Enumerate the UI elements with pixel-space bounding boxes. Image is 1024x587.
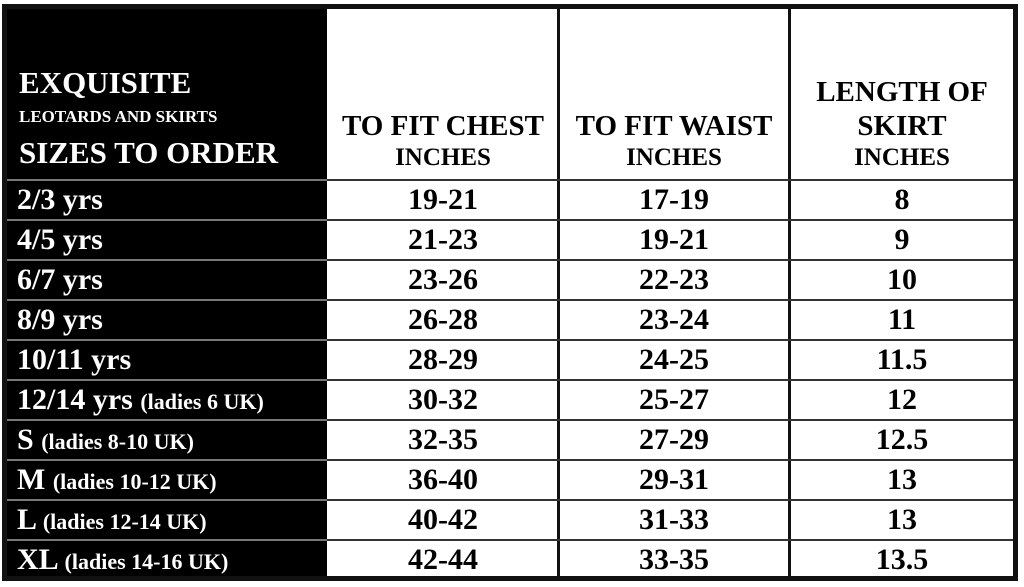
chest-cell: 23-26 bbox=[408, 263, 478, 296]
size-column-header: EXQUISITE LEOTARDS AND SKIRTS SIZES TO O… bbox=[7, 9, 327, 179]
table-row: S (ladies 8-10 UK) 32-35 27-29 12.5 bbox=[7, 419, 1013, 459]
column-unit: INCHES bbox=[395, 144, 491, 171]
row-divider bbox=[7, 299, 327, 301]
size-label: XL bbox=[17, 543, 58, 576]
chest-cell: 21-23 bbox=[408, 223, 478, 256]
waist-cell: 22-23 bbox=[639, 263, 709, 296]
length-cell: 13 bbox=[887, 503, 917, 536]
length-cell: 11 bbox=[887, 303, 917, 336]
table-row: 4/5 yrs 21-23 19-21 9 bbox=[7, 219, 1013, 259]
size-cell: L (ladies 12-14 UK) bbox=[7, 501, 327, 539]
size-label: 8/9 yrs bbox=[17, 303, 103, 336]
length-cell: 11.5 bbox=[876, 343, 928, 376]
column-divider bbox=[788, 9, 791, 576]
table-row: M (ladies 10-12 UK) 36-40 29-31 13 bbox=[7, 459, 1013, 499]
size-note: (ladies 10-12 UK) bbox=[52, 469, 217, 494]
chest-cell: 30-32 bbox=[408, 383, 478, 416]
chest-cell: 42-44 bbox=[408, 543, 478, 576]
waist-cell: 24-25 bbox=[639, 343, 709, 376]
column-unit: INCHES bbox=[854, 144, 950, 171]
size-cell: 2/3 yrs bbox=[7, 181, 327, 219]
size-cell: S (ladies 8-10 UK) bbox=[7, 421, 327, 459]
row-divider bbox=[7, 259, 327, 261]
size-note: (ladies 6 UK) bbox=[140, 389, 264, 414]
waist-cell: 27-29 bbox=[639, 423, 709, 456]
column-title: LENGTH OF SKIRT bbox=[816, 76, 988, 142]
column-title: TO FIT WAIST bbox=[575, 110, 773, 142]
size-label: L bbox=[17, 503, 36, 536]
length-cell: 13 bbox=[887, 463, 917, 496]
size-label: 12/14 yrs bbox=[17, 383, 133, 416]
size-note: (ladies 14-16 UK) bbox=[64, 549, 229, 574]
table-row: 8/9 yrs 26-28 23-24 11 bbox=[7, 299, 1013, 339]
column-title: TO FIT CHEST bbox=[341, 110, 544, 142]
size-cell: 6/7 yrs bbox=[7, 261, 327, 299]
waist-cell: 23-24 bbox=[639, 303, 709, 336]
waist-cell: 31-33 bbox=[639, 503, 709, 536]
length-cell: 13.5 bbox=[875, 543, 929, 576]
table-row: 10/11 yrs 28-29 24-25 11.5 bbox=[7, 339, 1013, 379]
waist-cell: 17-19 bbox=[639, 183, 709, 216]
length-cell: 8 bbox=[894, 183, 910, 216]
chest-cell: 26-28 bbox=[408, 303, 478, 336]
waist-cell: 25-27 bbox=[639, 383, 709, 416]
column-unit: INCHES bbox=[626, 144, 722, 171]
chest-cell: 36-40 bbox=[408, 463, 478, 496]
row-divider bbox=[7, 339, 327, 341]
table-row: L (ladies 12-14 UK) 40-42 31-33 13 bbox=[7, 499, 1013, 539]
chest-cell: 40-42 bbox=[408, 503, 478, 536]
table-row: XL (ladies 14-16 UK) 42-44 33-35 13.5 bbox=[7, 539, 1013, 579]
size-label: S bbox=[17, 423, 34, 456]
row-divider bbox=[7, 179, 327, 181]
size-label: 6/7 yrs bbox=[17, 263, 103, 296]
size-note: (ladies 12-14 UK) bbox=[42, 509, 207, 534]
size-cell: M (ladies 10-12 UK) bbox=[7, 461, 327, 499]
table-row: 12/14 yrs (ladies 6 UK) 30-32 25-27 12 bbox=[7, 379, 1013, 419]
table-row: 6/7 yrs 23-26 22-23 10 bbox=[7, 259, 1013, 299]
length-column-header: LENGTH OF SKIRT INCHES bbox=[791, 9, 1013, 179]
size-label: 2/3 yrs bbox=[17, 183, 103, 216]
size-cell: 4/5 yrs bbox=[7, 221, 327, 259]
size-label: 4/5 yrs bbox=[17, 223, 103, 256]
chest-cell: 32-35 bbox=[408, 423, 478, 456]
chest-cell: 28-29 bbox=[408, 343, 478, 376]
size-cell: 10/11 yrs bbox=[7, 341, 327, 379]
table-row: 2/3 yrs 19-21 17-19 8 bbox=[7, 179, 1013, 219]
brand-title: EXQUISITE bbox=[19, 65, 192, 100]
brand-subtitle: LEOTARDS AND SKIRTS bbox=[19, 107, 218, 126]
size-cell: 8/9 yrs bbox=[7, 301, 327, 339]
waist-cell: 29-31 bbox=[639, 463, 709, 496]
length-cell: 12.5 bbox=[875, 423, 929, 456]
length-cell: 10 bbox=[887, 263, 917, 296]
waist-cell: 33-35 bbox=[639, 543, 709, 576]
size-chart-table: EXQUISITE LEOTARDS AND SKIRTS SIZES TO O… bbox=[2, 4, 1018, 581]
row-divider bbox=[7, 419, 327, 421]
column-divider bbox=[557, 9, 560, 576]
sizes-label: SIZES TO ORDER bbox=[19, 135, 279, 170]
waist-column-header: TO FIT WAIST INCHES bbox=[560, 9, 788, 179]
waist-cell: 19-21 bbox=[639, 223, 709, 256]
row-divider bbox=[7, 379, 327, 381]
size-note: (ladies 8-10 UK) bbox=[41, 429, 194, 454]
chest-column-header: TO FIT CHEST INCHES bbox=[329, 9, 557, 179]
chest-cell: 19-21 bbox=[408, 183, 478, 216]
row-divider bbox=[7, 459, 327, 461]
length-cell: 12 bbox=[887, 383, 917, 416]
size-label: 10/11 yrs bbox=[17, 343, 132, 376]
row-divider bbox=[7, 499, 327, 501]
row-divider bbox=[7, 539, 327, 541]
size-label: M bbox=[17, 463, 46, 496]
size-cell: XL (ladies 14-16 UK) bbox=[7, 541, 327, 579]
row-divider bbox=[7, 219, 327, 221]
length-cell: 9 bbox=[894, 223, 910, 256]
size-column-background bbox=[7, 9, 327, 576]
size-cell: 12/14 yrs (ladies 6 UK) bbox=[7, 381, 327, 419]
